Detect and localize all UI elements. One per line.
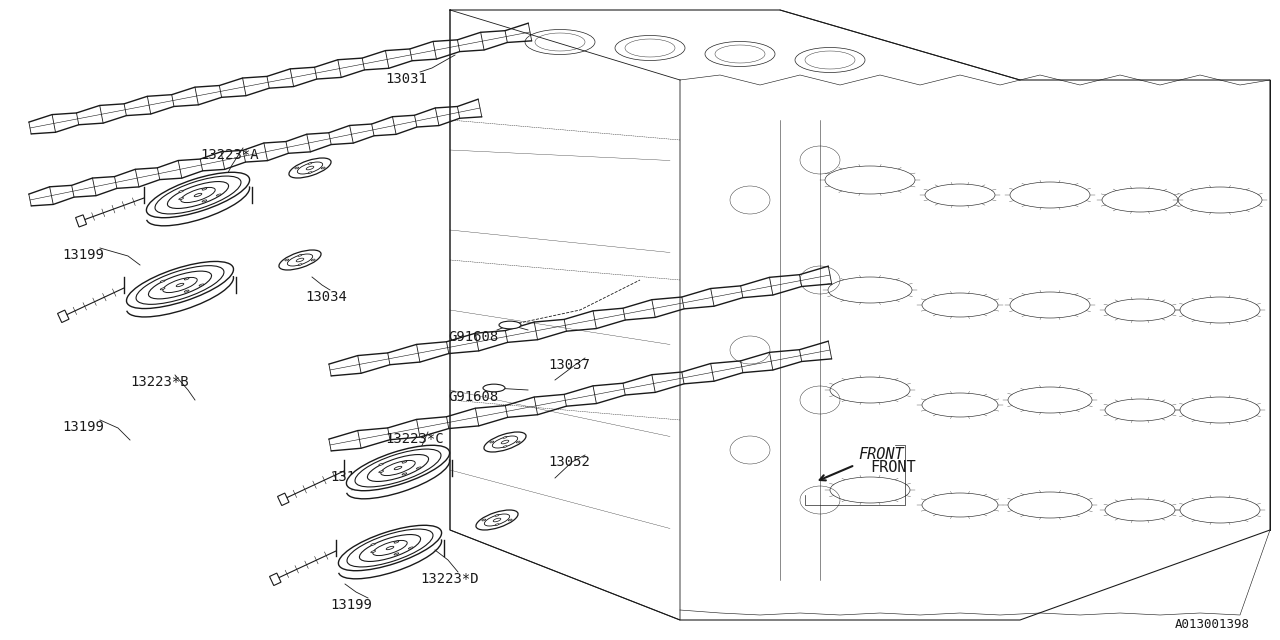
- Ellipse shape: [402, 461, 407, 463]
- Ellipse shape: [298, 264, 302, 266]
- Ellipse shape: [306, 166, 314, 170]
- Ellipse shape: [371, 550, 375, 553]
- Ellipse shape: [180, 188, 215, 203]
- Ellipse shape: [394, 541, 399, 543]
- Text: FRONT: FRONT: [870, 460, 915, 475]
- Ellipse shape: [127, 262, 233, 308]
- Polygon shape: [270, 573, 282, 586]
- Ellipse shape: [408, 547, 413, 549]
- Ellipse shape: [184, 278, 189, 280]
- Ellipse shape: [503, 445, 507, 447]
- Ellipse shape: [289, 158, 332, 178]
- Ellipse shape: [195, 193, 202, 196]
- Ellipse shape: [148, 271, 211, 299]
- Ellipse shape: [184, 290, 189, 292]
- Ellipse shape: [387, 547, 394, 550]
- Ellipse shape: [503, 436, 507, 438]
- Ellipse shape: [163, 277, 197, 292]
- Ellipse shape: [202, 188, 207, 190]
- Ellipse shape: [338, 525, 442, 571]
- Ellipse shape: [168, 182, 229, 209]
- Ellipse shape: [200, 284, 204, 286]
- Ellipse shape: [355, 449, 442, 487]
- Ellipse shape: [177, 284, 184, 287]
- Ellipse shape: [516, 441, 520, 443]
- Ellipse shape: [372, 540, 407, 556]
- Text: 13223*B: 13223*B: [131, 375, 188, 389]
- Ellipse shape: [394, 553, 399, 555]
- Ellipse shape: [285, 259, 289, 261]
- Ellipse shape: [288, 254, 312, 266]
- Text: 13223*C: 13223*C: [385, 432, 444, 446]
- Ellipse shape: [484, 514, 509, 526]
- Ellipse shape: [493, 436, 517, 448]
- Ellipse shape: [202, 200, 207, 202]
- Ellipse shape: [394, 467, 402, 470]
- Text: 13223*A: 13223*A: [200, 148, 259, 162]
- Ellipse shape: [380, 460, 415, 476]
- Ellipse shape: [136, 266, 224, 305]
- Ellipse shape: [296, 258, 303, 262]
- Ellipse shape: [484, 432, 526, 452]
- Ellipse shape: [483, 384, 506, 392]
- Text: G91608: G91608: [448, 330, 498, 344]
- Ellipse shape: [360, 534, 421, 561]
- Ellipse shape: [379, 463, 384, 465]
- Text: 13199: 13199: [61, 248, 104, 262]
- Ellipse shape: [294, 167, 298, 169]
- Polygon shape: [76, 215, 87, 227]
- Ellipse shape: [416, 467, 421, 469]
- Ellipse shape: [490, 441, 494, 443]
- Ellipse shape: [502, 440, 509, 444]
- Ellipse shape: [279, 250, 321, 270]
- Ellipse shape: [402, 473, 407, 475]
- Text: 13037: 13037: [548, 358, 590, 372]
- Text: 13031: 13031: [385, 72, 426, 86]
- Ellipse shape: [347, 529, 433, 567]
- Ellipse shape: [371, 543, 375, 545]
- Ellipse shape: [347, 445, 449, 491]
- Ellipse shape: [508, 519, 512, 521]
- Text: G91608: G91608: [448, 390, 498, 404]
- Ellipse shape: [308, 172, 312, 173]
- Ellipse shape: [146, 172, 250, 218]
- Ellipse shape: [495, 515, 499, 516]
- Text: 13034: 13034: [305, 290, 347, 304]
- Ellipse shape: [216, 194, 221, 196]
- Text: FRONT: FRONT: [858, 447, 904, 462]
- Text: 13223*D: 13223*D: [420, 572, 479, 586]
- Ellipse shape: [379, 470, 384, 473]
- Ellipse shape: [476, 510, 518, 530]
- Text: 13199: 13199: [330, 470, 372, 484]
- Polygon shape: [278, 493, 289, 506]
- Ellipse shape: [311, 259, 315, 261]
- Text: A013001398: A013001398: [1175, 618, 1251, 631]
- Ellipse shape: [155, 176, 241, 214]
- Ellipse shape: [499, 321, 521, 329]
- Text: 13052: 13052: [548, 455, 590, 469]
- Ellipse shape: [298, 255, 302, 256]
- Ellipse shape: [308, 163, 312, 164]
- Text: 13199: 13199: [330, 598, 372, 612]
- Ellipse shape: [495, 524, 499, 525]
- Ellipse shape: [160, 288, 165, 290]
- Ellipse shape: [179, 198, 183, 200]
- Ellipse shape: [160, 280, 165, 282]
- Ellipse shape: [297, 162, 323, 174]
- Ellipse shape: [321, 167, 325, 169]
- Polygon shape: [58, 310, 69, 323]
- Ellipse shape: [493, 518, 500, 522]
- Ellipse shape: [179, 190, 183, 193]
- Ellipse shape: [481, 519, 485, 521]
- Ellipse shape: [367, 454, 429, 481]
- Text: 13199: 13199: [61, 420, 104, 434]
